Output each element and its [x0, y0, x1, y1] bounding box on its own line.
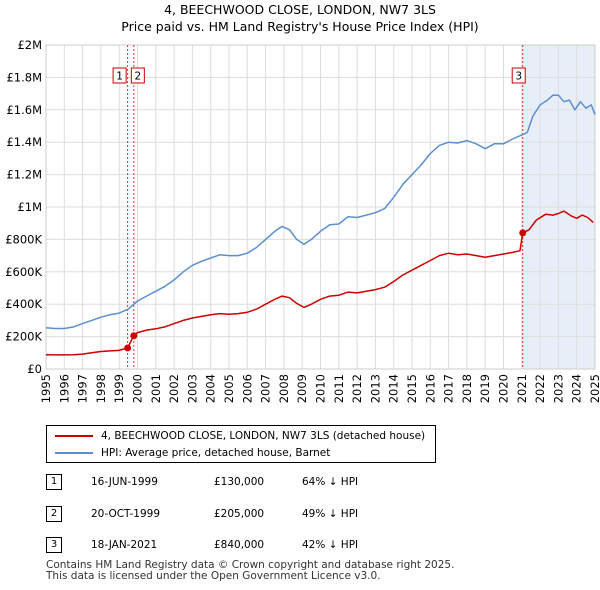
x-tick-label: 2007	[259, 374, 273, 403]
table-row: 3 18-JAN-2021 £840,000 42% ↓ HPI	[46, 537, 446, 557]
table-row: 2 20-OCT-1999 £205,000 49% ↓ HPI	[46, 506, 446, 526]
table-row: 1 16-JUN-1999 £130,000 64% ↓ HPI	[46, 474, 446, 494]
y-tick-label: £1.8M	[6, 70, 42, 84]
x-tick-label: 2012	[350, 374, 364, 403]
x-tick-label: 1996	[57, 374, 71, 403]
x-tick-label: 2014	[387, 374, 401, 403]
series-line-hpi	[45, 94, 596, 330]
legend-swatch-hpi	[55, 452, 93, 454]
x-tick-label: 2025	[588, 374, 600, 403]
x-tick-label: 2000	[131, 374, 145, 403]
x-tick-label: 2005	[222, 374, 236, 403]
axis-layer: £0 £200K £400K £600K £800K £1M £1.2M £1.4M £1.6M…	[5, 38, 600, 403]
x-tick-label: 2006	[240, 374, 254, 403]
x-tick-label: 1998	[94, 374, 108, 403]
legend-item-hpi: HPI: Average price, detached house, Barn…	[47, 445, 330, 461]
vline-layer	[127, 45, 524, 369]
x-tick-label: 2003	[185, 374, 199, 403]
transaction-price: £840,000	[214, 539, 265, 551]
y-tick-label: £0	[27, 362, 42, 376]
marker-box	[130, 67, 145, 84]
y-tick-label: £400K	[5, 297, 42, 311]
marker-box	[112, 67, 127, 84]
transaction-number: 1	[46, 474, 62, 490]
footer-licence: This data is licensed under the Open Gov…	[46, 570, 381, 582]
marker-label: 3	[515, 71, 522, 83]
x-tick-label: 2015	[405, 374, 419, 403]
transaction-hpi-diff: 64% ↓ HPI	[302, 476, 359, 488]
transaction-price: £130,000	[214, 476, 265, 488]
x-tick-label: 1995	[39, 374, 53, 403]
x-tick-label: 2018	[460, 374, 474, 403]
transaction-price: £205,000	[214, 508, 265, 520]
y-tick-label: £1.2M	[6, 168, 42, 182]
x-tick-label: 2020	[497, 374, 511, 403]
price-chart: £0 £200K £400K £600K £800K £1M £1.2M £1.4M £1.6M…	[5, 38, 600, 403]
legend-label-property: 4, BEECHWOOD CLOSE, LONDON, NW7 3LS (det…	[101, 430, 426, 442]
transaction-hpi-diff: 42% ↓ HPI	[302, 539, 359, 551]
transaction-date: 18-JAN-2021	[91, 539, 158, 551]
transaction-hpi-diff: 49% ↓ HPI	[302, 508, 359, 520]
x-tick-label: 2001	[149, 374, 163, 403]
x-tick-label: 2013	[368, 374, 382, 403]
transaction-number: 2	[46, 506, 62, 522]
point-layer	[124, 229, 527, 352]
chart-title-line2: Price paid vs. HM Land Registry's House …	[121, 19, 479, 34]
marker-label: 1	[116, 71, 123, 83]
x-tick-label: 2021	[515, 374, 529, 403]
marker-box	[511, 67, 526, 84]
x-tick-label: 2009	[295, 374, 309, 403]
y-tick-label: £600K	[5, 265, 42, 279]
legend-swatch-property	[55, 435, 93, 437]
transaction-date: 20-OCT-1999	[91, 508, 160, 520]
x-tick-label: 2008	[277, 374, 291, 403]
grid-layer	[45, 44, 596, 370]
legend-label-hpi: HPI: Average price, detached house, Barn…	[101, 447, 331, 459]
x-tick-label: 1999	[112, 374, 126, 403]
y-tick-label: £1.6M	[6, 103, 42, 117]
y-tick-label: £1M	[17, 200, 42, 214]
x-tick-label: 2011	[332, 374, 346, 403]
y-tick-label: £800K	[5, 232, 42, 246]
chart-title-line1: 4, BEECHWOOD CLOSE, LONDON, NW7 3LS	[164, 2, 436, 17]
x-tick-label: 2002	[167, 374, 181, 403]
legend: 4, BEECHWOOD CLOSE, LONDON, NW7 3LS (det…	[46, 425, 436, 463]
plot-border	[45, 44, 596, 370]
transaction-point	[124, 344, 132, 352]
y-tick-label: £1.4M	[6, 135, 42, 149]
x-tick-label: 1997	[76, 374, 90, 403]
x-tick-label: 2022	[533, 374, 547, 403]
x-tick-label: 2004	[204, 374, 218, 403]
footer-copyright: Contains HM Land Registry data © Crown c…	[46, 559, 455, 571]
marker-label: 2	[134, 71, 141, 83]
x-tick-label: 2017	[442, 374, 456, 403]
transaction-number: 3	[46, 537, 62, 553]
x-tick-label: 2019	[478, 374, 492, 403]
x-tick-label: 2023	[551, 374, 565, 403]
y-tick-label: £200K	[5, 330, 42, 344]
transaction-date: 16-JUN-1999	[91, 476, 158, 488]
legend-item-property: 4, BEECHWOOD CLOSE, LONDON, NW7 3LS (det…	[47, 428, 425, 444]
x-tick-label: 2024	[570, 374, 584, 403]
transaction-point	[130, 332, 138, 340]
x-tick-label: 2016	[423, 374, 437, 403]
y-tick-label: £2M	[17, 38, 42, 52]
footer: Contains HM Land Registry data © Crown c…	[46, 560, 454, 582]
x-tick-label: 2010	[314, 374, 328, 403]
transaction-point	[519, 229, 527, 237]
